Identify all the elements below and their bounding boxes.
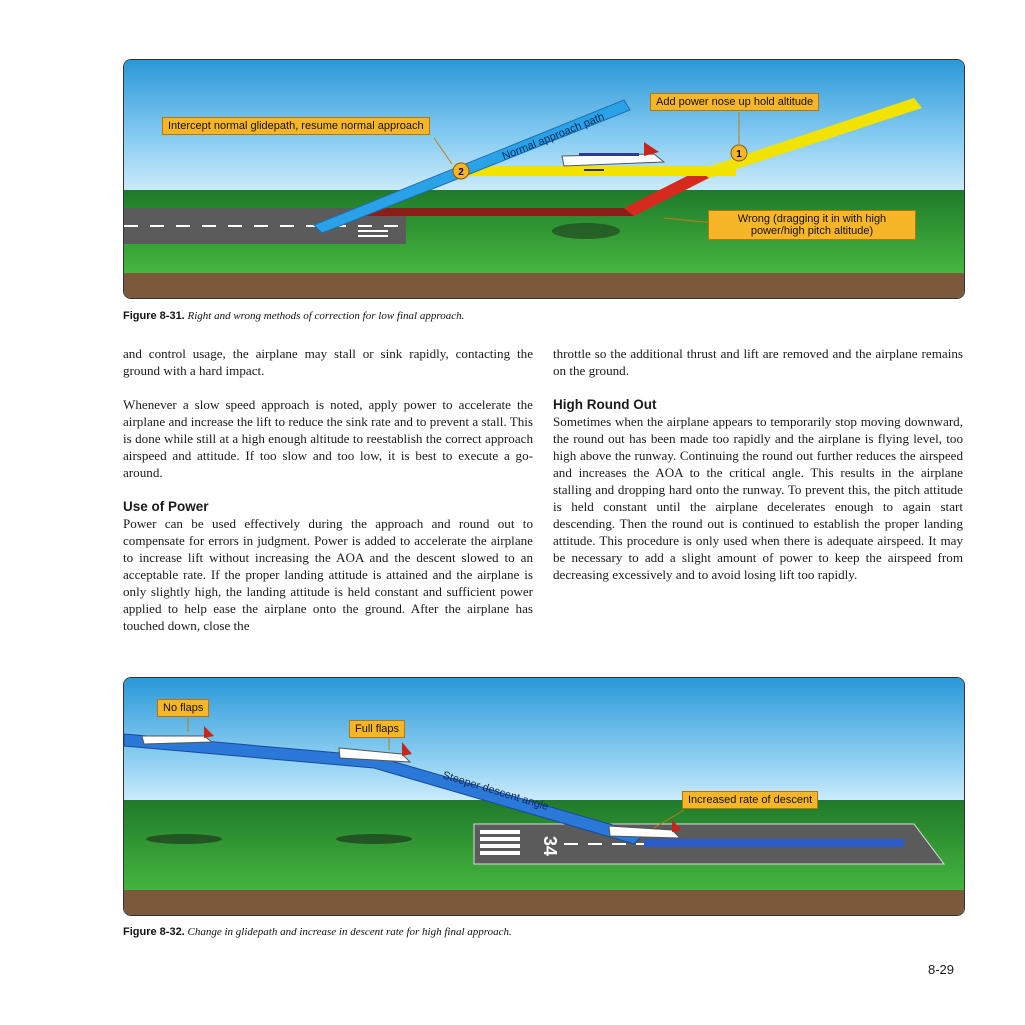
figure-8-32-caption: Figure 8-32. Change in glidepath and inc… — [123, 926, 512, 938]
figure-8-31-caption: Figure 8-31. Right and wrong methods of … — [123, 310, 464, 322]
svg-text:2: 2 — [458, 167, 464, 178]
paragraph: Sometimes when the airplane appears to t… — [553, 414, 963, 582]
section-heading-high-round-out: High Round Out — [553, 397, 657, 412]
caption-number: Figure 8-32. — [123, 926, 185, 938]
caption-number: Figure 8-31. — [123, 310, 185, 322]
callout-intercept: Intercept normal glidepath, resume norma… — [162, 117, 430, 135]
caption-text: Change in glidepath and increase in desc… — [187, 926, 512, 938]
paragraph: throttle so the additional thrust and li… — [553, 346, 963, 378]
airplane-no-flaps — [141, 726, 214, 745]
wrong-path — [354, 208, 634, 216]
callout-no-flaps: No flaps — [157, 699, 210, 717]
dirt-strip — [124, 890, 964, 915]
svg-text:1: 1 — [736, 149, 742, 160]
marker-2: 2 — [452, 162, 470, 180]
dirt-strip — [124, 273, 964, 298]
airplane — [561, 142, 666, 171]
figure-8-31-illustration: Normal approach path 1 2 — [124, 60, 964, 298]
airplane-full-flaps — [338, 742, 412, 763]
paragraph: Whenever a slow speed approach is noted,… — [123, 397, 533, 480]
runway-number: 34 — [540, 836, 560, 856]
normal-approach-path — [313, 99, 631, 234]
left-column: and control usage, the airplane may stal… — [123, 345, 533, 634]
paragraph: Power can be used effectively during the… — [123, 516, 533, 633]
section-heading-use-of-power: Use of Power — [123, 499, 209, 514]
callout-full-flaps: Full flaps — [349, 720, 406, 738]
airplane-landing — [608, 820, 682, 839]
right-column: throttle so the additional thrust and li… — [553, 345, 963, 583]
callout-wrong: Wrong (dragging it in with high power/hi… — [708, 210, 916, 240]
callout-add-power: Add power nose up hold altitude — [650, 93, 820, 111]
page-number: 8-29 — [928, 962, 955, 977]
marker-1: 1 — [730, 144, 748, 162]
figure-8-32: 34 Steeper descent angle No flaps Full f… — [123, 677, 965, 916]
figure-8-31: Normal approach path 1 2 Intercept norma… — [123, 59, 965, 299]
figure-8-32-illustration: 34 Steeper descent angle — [124, 678, 964, 915]
paragraph: and control usage, the airplane may stal… — [123, 346, 533, 378]
caption-text: Right and wrong methods of correction fo… — [187, 310, 465, 322]
sky — [124, 678, 964, 808]
callout-increased-rate: Increased rate of descent — [682, 791, 819, 809]
